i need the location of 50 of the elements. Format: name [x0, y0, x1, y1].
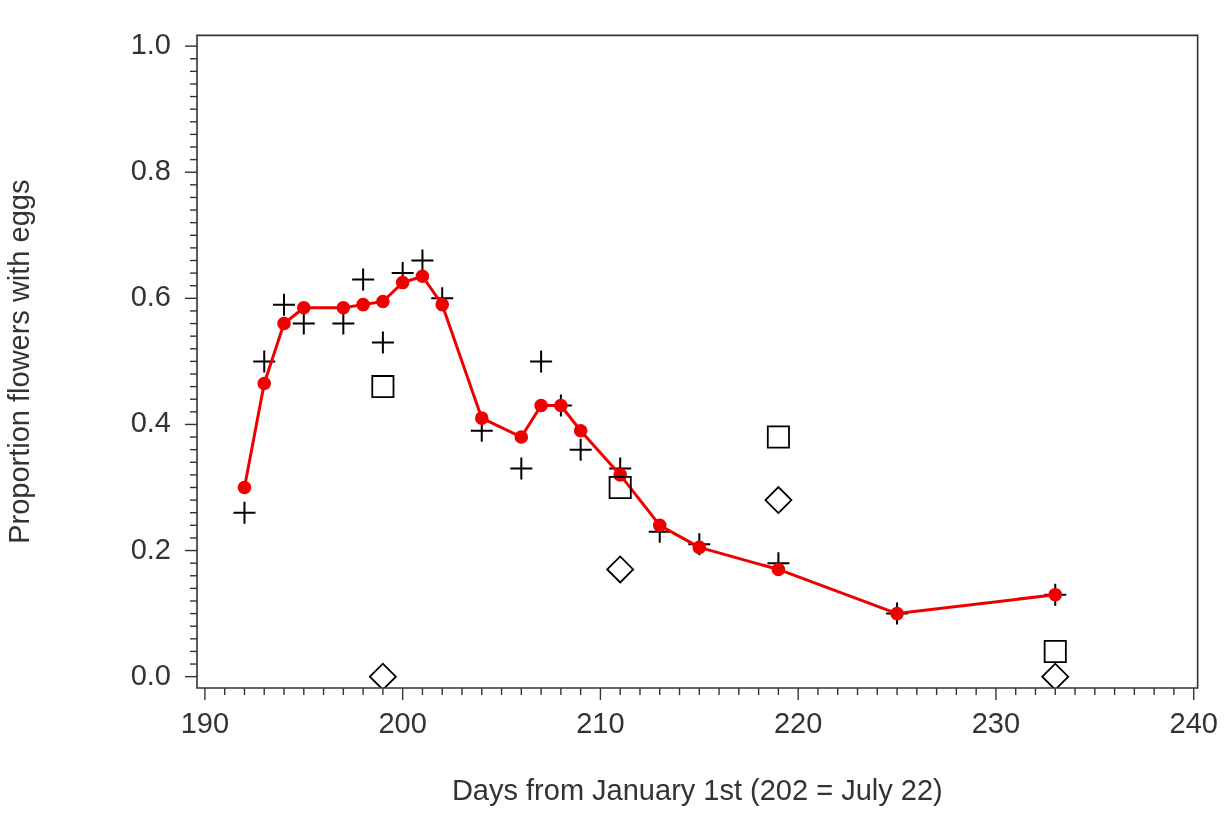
point — [764, 486, 793, 514]
y-axis-title: Proportion flowers with eggs — [3, 179, 36, 544]
point — [371, 331, 394, 354]
x-tick-label: 200 — [378, 707, 427, 740]
point — [606, 555, 635, 584]
point — [534, 398, 548, 413]
y-tick-label: 0.4 — [130, 406, 171, 439]
y-tick-label: 0.0 — [130, 658, 171, 691]
x-tick-label: 210 — [576, 707, 625, 740]
point — [514, 430, 529, 444]
x-axis-title: Days from January 1st (202 = July 22) — [451, 773, 943, 806]
point — [253, 350, 276, 373]
point — [652, 518, 667, 533]
y-tick-label: 0.6 — [130, 280, 171, 313]
point — [376, 294, 390, 309]
point — [257, 376, 272, 391]
y-tick-label: 0.8 — [130, 154, 171, 187]
point — [336, 300, 351, 315]
x-tick-label: 220 — [773, 707, 823, 740]
point — [415, 269, 430, 284]
point — [474, 411, 489, 425]
point — [554, 398, 568, 413]
x-tick-label: 240 — [1169, 707, 1218, 740]
point — [1043, 639, 1067, 663]
point — [1041, 662, 1070, 688]
point — [356, 297, 370, 312]
point — [569, 438, 592, 461]
y-tick-label: 1.0 — [130, 28, 171, 61]
point — [435, 297, 450, 312]
point — [332, 312, 355, 335]
point — [273, 293, 296, 316]
point — [233, 501, 256, 524]
point — [573, 423, 588, 438]
point — [352, 268, 375, 291]
point — [766, 425, 790, 449]
point — [411, 249, 434, 272]
point — [510, 457, 533, 480]
point — [292, 312, 315, 335]
point — [371, 375, 395, 399]
point — [237, 480, 252, 495]
point — [608, 475, 632, 499]
x-tick-label: 190 — [180, 707, 230, 740]
point — [296, 300, 311, 315]
x-tick-label: 230 — [971, 707, 1021, 740]
point — [277, 316, 291, 331]
point — [771, 562, 786, 577]
point — [395, 275, 410, 290]
point — [530, 350, 553, 373]
point — [368, 662, 397, 688]
y-tick-label: 0.2 — [130, 532, 171, 565]
